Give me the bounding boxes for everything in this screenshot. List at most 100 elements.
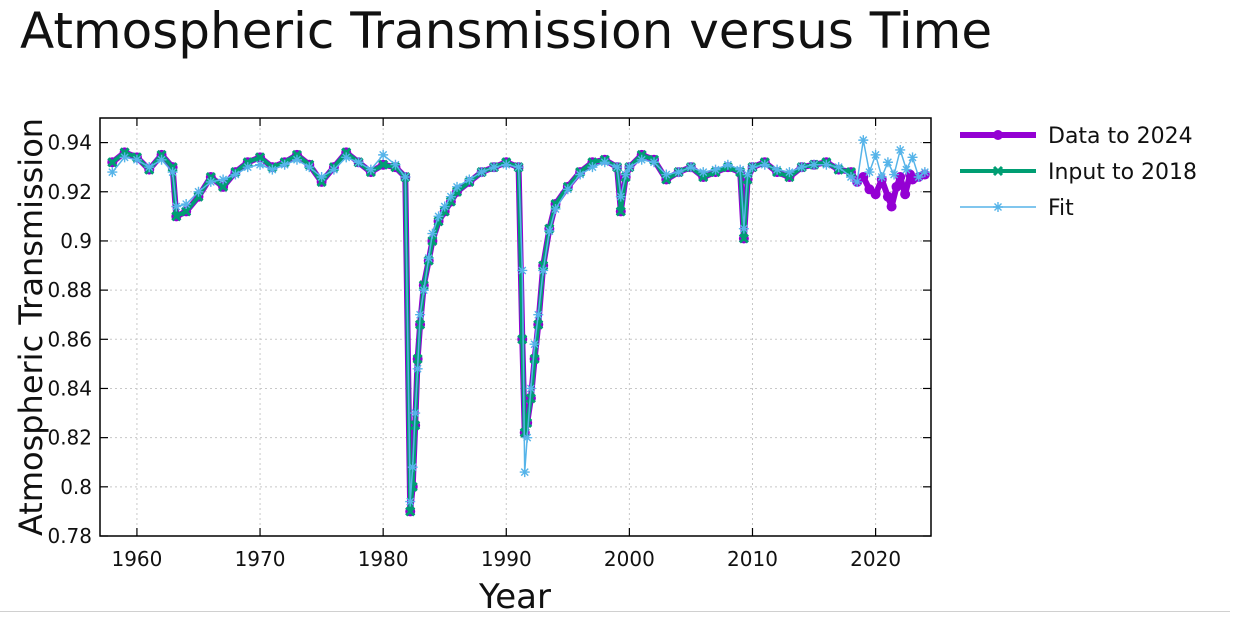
asterisk-marker-strokes: [167, 167, 178, 178]
x-tick-label: 1960: [111, 547, 162, 571]
x-tick-label: 2020: [850, 547, 901, 571]
asterisk-marker-strokes: [423, 253, 434, 264]
asterisk-marker-strokes: [433, 211, 444, 222]
asterisk-marker-strokes: [418, 285, 429, 296]
y-tick-label: 0.8: [60, 475, 92, 499]
asterisk-marker-strokes: [722, 159, 733, 170]
asterisk-marker-strokes: [649, 157, 659, 168]
chart-title: Atmospheric Transmission versus Time: [20, 2, 993, 60]
point-input-to-2018: [738, 233, 749, 244]
x-tick-label: 1990: [481, 547, 532, 571]
point-fit: [488, 162, 499, 173]
point-input-to-2018: [107, 157, 118, 168]
legend-swatch-marker: [993, 130, 1003, 140]
x-marker-strokes: [615, 206, 626, 217]
point-data-to-2024: [891, 181, 902, 192]
asterisk-marker-strokes: [501, 159, 512, 170]
asterisk-marker-strokes: [156, 154, 167, 165]
point-fit: [698, 167, 709, 178]
asterisk-marker-strokes: [858, 135, 869, 146]
point-fit: [636, 154, 647, 165]
point-fit: [544, 226, 555, 237]
point-fit: [193, 186, 204, 197]
point-fit: [279, 159, 290, 170]
y-tick-label: 0.82: [47, 426, 92, 450]
asterisk-marker-strokes: [316, 172, 327, 183]
point-input-to-2018: [218, 181, 229, 192]
point-fit: [919, 167, 930, 178]
point-fit: [796, 162, 807, 173]
point-fit: [522, 432, 533, 443]
x-marker-strokes: [517, 334, 528, 345]
point-fit: [427, 228, 438, 239]
asterisk-marker-strokes: [341, 152, 352, 163]
point-fit: [529, 339, 540, 350]
asterisk-marker-strokes: [889, 169, 900, 180]
asterisk-marker-strokes: [230, 169, 241, 180]
asterisk-marker-strokes: [279, 159, 290, 170]
point-fit: [876, 172, 887, 183]
asterisk-marker-strokes: [365, 164, 376, 175]
point-fit: [870, 149, 881, 160]
point-fit: [649, 157, 659, 168]
point-fit: [661, 169, 672, 180]
point-fit: [809, 159, 820, 170]
asterisk-marker-strokes: [439, 201, 450, 212]
bottom-divider: [0, 611, 1230, 612]
x-marker-strokes: [171, 211, 182, 222]
asterisk-marker-strokes: [445, 191, 456, 202]
point-fit: [410, 408, 421, 419]
asterisk-marker-strokes: [144, 162, 155, 173]
point-fit: [784, 167, 795, 178]
asterisk-marker-strokes: [533, 309, 544, 320]
point-fit: [575, 169, 586, 180]
point-fit: [738, 223, 749, 234]
asterisk-marker-strokes: [895, 144, 906, 155]
point-fit: [864, 167, 875, 178]
asterisk-marker-strokes: [636, 154, 647, 165]
asterisk-marker-strokes: [390, 159, 401, 170]
asterisk-marker-strokes: [407, 462, 418, 473]
asterisk-marker-strokes: [759, 159, 770, 170]
legend-swatch-marker: [992, 165, 1004, 177]
point-fit: [167, 167, 178, 178]
point-fit: [612, 162, 623, 173]
point-fit: [852, 176, 863, 187]
x-marker-strokes: [992, 165, 1004, 177]
x-tick-label: 2000: [604, 547, 655, 571]
asterisk-marker-strokes: [901, 164, 912, 175]
y-tick-label: 0.88: [47, 278, 92, 302]
point-input-to-2018: [615, 206, 626, 217]
point-fit: [476, 167, 487, 178]
asterisk-marker-strokes: [845, 172, 856, 183]
asterisk-marker-strokes: [710, 164, 721, 175]
legend-swatch-marker: [993, 202, 1003, 212]
point-fit: [710, 164, 721, 175]
point-fit: [242, 162, 253, 173]
point-fit: [171, 201, 182, 212]
asterisk-marker-strokes: [353, 157, 364, 168]
asterisk-marker-strokes: [415, 309, 426, 320]
legend: Data to 2024 Input to 2018 Fit: [960, 124, 1197, 221]
point-fit: [304, 162, 315, 173]
point-fit: [439, 201, 450, 212]
point-fit: [525, 383, 536, 394]
x-marker-strokes: [218, 181, 229, 192]
point-fit: [599, 157, 610, 168]
point-input-to-2018: [427, 235, 438, 247]
point-fit: [144, 162, 155, 173]
point-fit: [673, 167, 684, 178]
legend-label: Fit: [1048, 196, 1074, 221]
asterisk-marker-strokes: [304, 162, 315, 173]
series-fit: [107, 135, 930, 507]
asterisk-marker-strokes: [615, 191, 626, 202]
point-fit: [747, 162, 758, 173]
asterisk-marker-strokes: [913, 172, 924, 183]
asterisk-marker-strokes: [538, 265, 549, 276]
x-marker-strokes: [181, 206, 192, 217]
asterisk-marker-strokes: [876, 172, 887, 183]
asterisk-marker-strokes: [852, 176, 863, 187]
point-input-to-2018: [378, 159, 389, 170]
asterisk-marker-strokes: [181, 199, 192, 210]
point-fit: [407, 462, 418, 473]
